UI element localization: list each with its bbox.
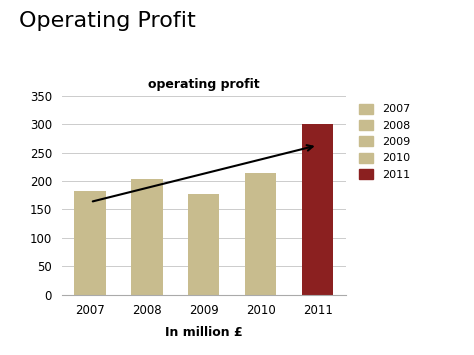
Bar xyxy=(302,124,333,295)
Legend: 2007, 2008, 2009, 2010, 2011: 2007, 2008, 2009, 2010, 2011 xyxy=(357,102,412,182)
Bar xyxy=(188,193,219,295)
Text: Operating Profit: Operating Profit xyxy=(19,11,196,31)
X-axis label: In million £: In million £ xyxy=(165,326,243,339)
Bar xyxy=(131,179,163,295)
Title: operating profit: operating profit xyxy=(148,77,260,91)
Bar xyxy=(74,191,106,295)
Bar xyxy=(245,173,276,295)
